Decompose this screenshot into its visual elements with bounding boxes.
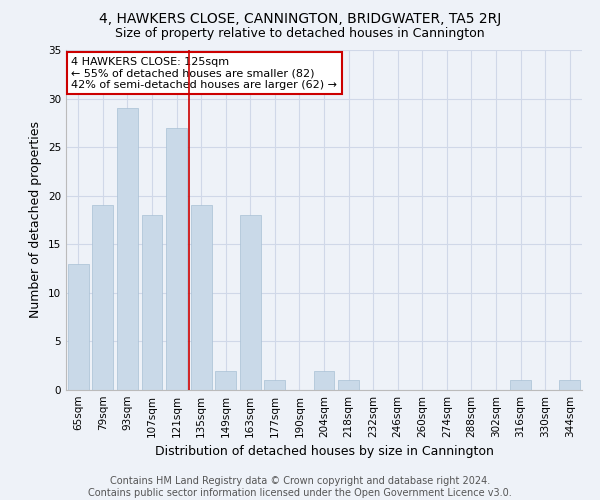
Text: Contains HM Land Registry data © Crown copyright and database right 2024.
Contai: Contains HM Land Registry data © Crown c… xyxy=(88,476,512,498)
Text: 4, HAWKERS CLOSE, CANNINGTON, BRIDGWATER, TA5 2RJ: 4, HAWKERS CLOSE, CANNINGTON, BRIDGWATER… xyxy=(99,12,501,26)
Bar xyxy=(240,215,261,390)
Text: 4 HAWKERS CLOSE: 125sqm
← 55% of detached houses are smaller (82)
42% of semi-de: 4 HAWKERS CLOSE: 125sqm ← 55% of detache… xyxy=(71,57,337,90)
Bar xyxy=(142,215,163,390)
Bar xyxy=(117,108,138,390)
Text: Size of property relative to detached houses in Cannington: Size of property relative to detached ho… xyxy=(115,28,485,40)
Bar xyxy=(559,380,580,390)
Bar xyxy=(92,206,113,390)
Bar xyxy=(191,206,212,390)
Y-axis label: Number of detached properties: Number of detached properties xyxy=(29,122,43,318)
Bar xyxy=(166,128,187,390)
Bar xyxy=(338,380,359,390)
Bar xyxy=(215,370,236,390)
Bar xyxy=(314,370,334,390)
Bar xyxy=(68,264,89,390)
Bar xyxy=(510,380,531,390)
Bar xyxy=(265,380,286,390)
X-axis label: Distribution of detached houses by size in Cannington: Distribution of detached houses by size … xyxy=(155,446,493,458)
